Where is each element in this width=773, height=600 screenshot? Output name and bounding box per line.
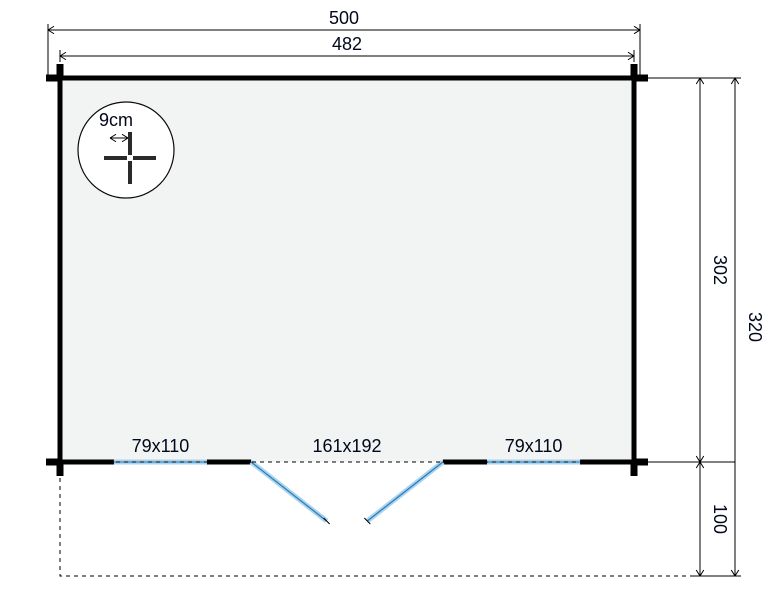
window-right-label: 79x110	[505, 436, 563, 456]
detail-callout-label: 9cm	[99, 110, 133, 130]
door-leaf-right	[367, 462, 443, 521]
dim-right-upper	[694, 78, 706, 462]
dim-top-overall-label: 500	[329, 8, 359, 28]
door-center-label: 161x192	[312, 436, 381, 456]
door-leaf-left	[251, 462, 327, 521]
window-left-label: 79x110	[132, 436, 190, 456]
porch-outline	[60, 462, 700, 576]
dim-right-overall-label: 320	[745, 312, 765, 342]
dim-right-lower-label: 100	[710, 504, 730, 534]
dim-right-upper-label: 302	[710, 255, 730, 285]
dim-right-lower	[694, 462, 706, 576]
dim-top-inner-label: 482	[332, 34, 362, 54]
dim-right-overall	[729, 78, 741, 576]
